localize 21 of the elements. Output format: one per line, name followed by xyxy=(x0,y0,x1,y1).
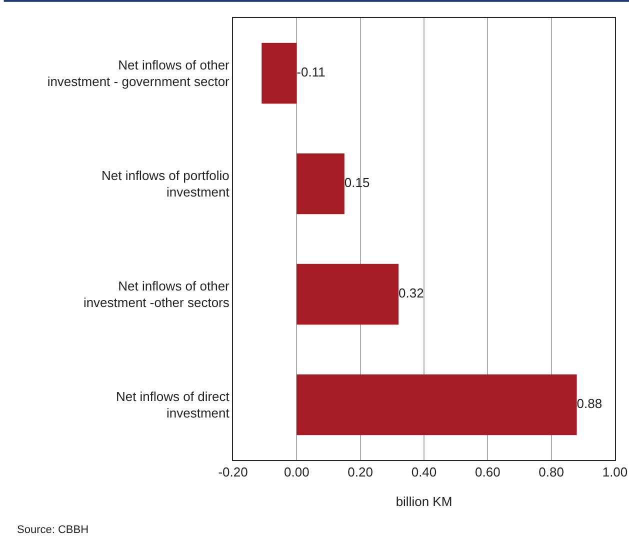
data-label: 0.88 xyxy=(576,396,602,411)
x-tick-label: 0.40 xyxy=(411,464,437,480)
x-tick-label: 0.60 xyxy=(475,464,500,480)
source-note: Source: CBBH xyxy=(17,524,89,536)
y-tick-label: Net inflows of direct investment xyxy=(116,388,230,421)
bar xyxy=(296,374,577,436)
bar xyxy=(262,42,297,104)
data-label: 0.15 xyxy=(344,175,370,190)
y-tick-label: Net inflows of other investment -other sectors xyxy=(83,278,230,310)
y-tick-label: Net inflows of other investment - government sector xyxy=(47,57,230,90)
data-label: -0.11 xyxy=(296,64,326,80)
x-tick-label: -0.20 xyxy=(218,464,248,480)
x-axis-title: billion KM xyxy=(396,494,452,510)
x-tick-label: 1.00 xyxy=(602,464,628,480)
bar xyxy=(296,264,399,325)
bar xyxy=(296,153,344,214)
x-tick-label: 0.80 xyxy=(538,464,564,480)
x-tick-label: 0.00 xyxy=(284,464,310,480)
y-tick-label: Net inflows of portfolio investment xyxy=(101,168,230,200)
data-label: 0.32 xyxy=(398,286,424,300)
x-tick-label: 0.20 xyxy=(348,464,373,480)
